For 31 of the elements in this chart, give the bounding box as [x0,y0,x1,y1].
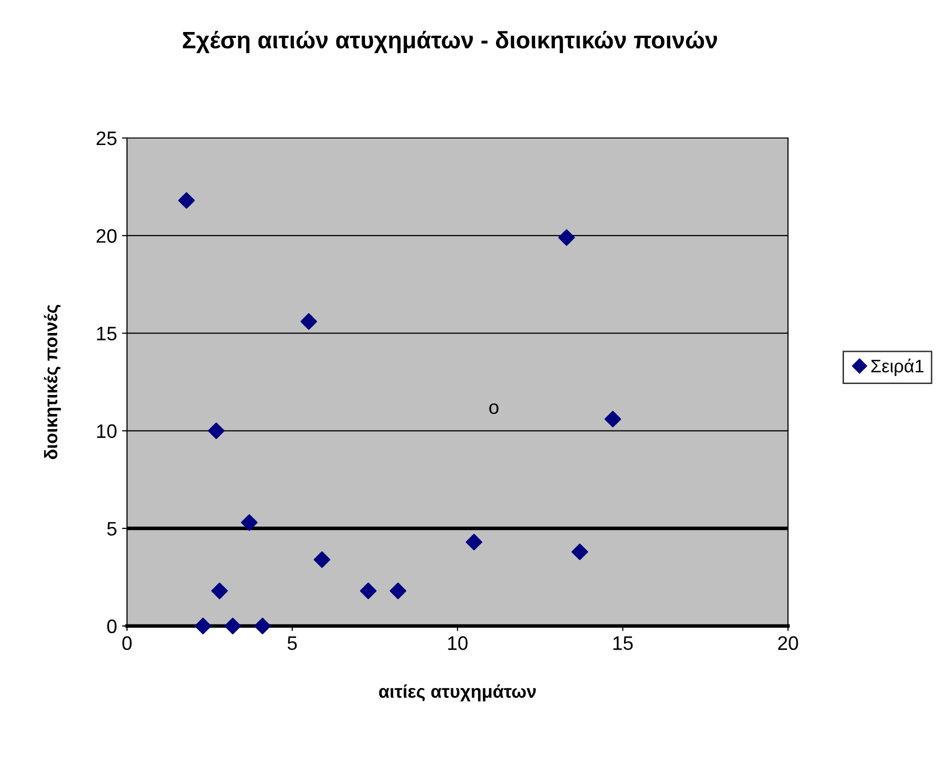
point [211,582,228,600]
point [194,618,212,634]
point [254,618,271,634]
chart-title: Σχέση αιτιών ατυχημάτων - διοικητικών ποινών [182,30,718,54]
y-tick-label: 0 [107,619,117,634]
point [571,544,588,560]
x-tick-label: 5 [288,636,297,650]
x-axis-title: αιτίες ατυχημάτων [379,684,536,702]
y-tick-label: 15 [97,326,116,340]
point [240,514,258,531]
point [208,422,225,440]
point [466,534,482,550]
point [360,582,377,600]
x-tick-label: 10 [448,636,468,650]
point [558,229,575,246]
annotation: o [489,403,498,414]
point [300,313,318,330]
point [390,582,406,600]
y-axis-title: διοικητικές ποινές [44,304,61,460]
point [178,192,195,209]
x-tick-label: 0 [122,636,132,650]
x-tick-label: 20 [778,636,798,650]
y-tick-label: 25 [96,131,116,146]
x-tick-label: 15 [613,636,633,650]
legend-label: Σειρά1 [871,358,924,376]
point [224,618,242,634]
y-tick-label: 20 [96,229,117,243]
y-tick-label: 5 [107,522,116,536]
point [604,410,622,428]
y-tick-label: 10 [97,424,117,438]
point [314,551,330,568]
